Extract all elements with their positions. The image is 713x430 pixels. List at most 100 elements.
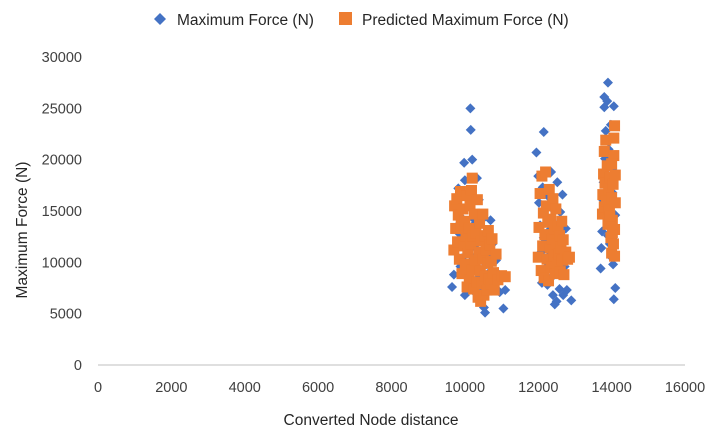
data-point-predicted-maximum-force (464, 200, 476, 212)
data-point-predicted-maximum-force (599, 177, 611, 189)
data-point-maximum-force (608, 101, 619, 112)
data-point-predicted-maximum-force (604, 210, 616, 222)
data-point-predicted-maximum-force (453, 253, 465, 265)
y-tick-label: 20000 (42, 153, 82, 169)
data-point-predicted-maximum-force (597, 189, 609, 201)
data-point-maximum-force (608, 259, 619, 270)
data-point-maximum-force (531, 147, 542, 158)
x-tick-label: 14000 (591, 380, 631, 396)
data-point-predicted-maximum-force (476, 278, 488, 290)
data-point-maximum-force (602, 77, 613, 88)
data-point-predicted-maximum-force (607, 238, 619, 250)
data-point-maximum-force (552, 177, 563, 188)
data-point-predicted-maximum-force (556, 215, 568, 227)
data-point-predicted-maximum-force (534, 188, 546, 200)
data-point-predicted-maximum-force (607, 178, 619, 190)
data-point-predicted-maximum-force (543, 183, 555, 195)
data-point-predicted-maximum-force (558, 269, 570, 281)
y-tick-labels: 0 5000 10000 15000 20000 25000 30000 (42, 50, 82, 374)
data-point-predicted-maximum-force (539, 229, 551, 241)
data-point-predicted-maximum-force (468, 208, 480, 220)
legend-label-maximum-force: Maximum Force (N) (177, 12, 314, 29)
x-tick-label: 2000 (155, 380, 187, 396)
data-point-predicted-maximum-force (482, 225, 494, 237)
x-tick-label: 12000 (518, 380, 558, 396)
y-axis-title: Maximum Force (N) (14, 162, 31, 299)
data-point-maximum-force (459, 157, 470, 168)
data-point-predicted-maximum-force (463, 222, 475, 234)
data-point-predicted-maximum-force (609, 120, 621, 132)
data-point-predicted-maximum-force (600, 134, 612, 146)
data-point-maximum-force (557, 189, 568, 200)
data-point-predicted-maximum-force (454, 185, 466, 197)
data-point-predicted-maximum-force (545, 213, 557, 225)
data-point-predicted-maximum-force (487, 267, 499, 279)
data-point-maximum-force (608, 294, 619, 305)
legend-square-marker (339, 12, 352, 25)
data-point-predicted-maximum-force (466, 172, 478, 184)
data-point-predicted-maximum-force (608, 132, 620, 144)
data-point-predicted-maximum-force (456, 268, 468, 280)
data-point-predicted-maximum-force (459, 258, 471, 270)
data-point-predicted-maximum-force (481, 284, 493, 296)
data-point-predicted-maximum-force (459, 215, 471, 227)
data-point-predicted-maximum-force (466, 264, 478, 276)
data-point-predicted-maximum-force (603, 204, 615, 216)
data-point-maximum-force (602, 96, 613, 107)
x-tick-label: 10000 (445, 380, 485, 396)
x-tick-label: 16000 (665, 380, 705, 396)
y-tick-label: 5000 (50, 307, 82, 323)
data-point-predicted-maximum-force (484, 239, 496, 251)
data-point-predicted-maximum-force (448, 244, 460, 256)
data-point-predicted-maximum-force (465, 238, 477, 250)
x-tick-label: 6000 (302, 380, 334, 396)
data-point-predicted-maximum-force (452, 209, 464, 221)
data-point-maximum-force (595, 263, 606, 274)
data-point-predicted-maximum-force (458, 240, 470, 252)
data-point-predicted-maximum-force (474, 217, 486, 229)
data-point-predicted-maximum-force (541, 253, 553, 265)
data-point-predicted-maximum-force (563, 251, 575, 263)
data-point-predicted-maximum-force (485, 278, 497, 290)
legend-label-predicted-maximum-force: Predicted Maximum Force (N) (362, 12, 569, 29)
data-point-maximum-force (610, 283, 621, 293)
data-point-maximum-force (538, 126, 549, 137)
y-tick-label: 0 (74, 358, 82, 374)
data-point-predicted-maximum-force (598, 145, 610, 157)
data-point-predicted-maximum-force (499, 271, 511, 283)
data-point-predicted-maximum-force (596, 208, 608, 220)
data-point-predicted-maximum-force (475, 295, 487, 307)
y-tick-label: 10000 (42, 255, 82, 271)
data-point-predicted-maximum-force (471, 276, 483, 288)
data-point-predicted-maximum-force (470, 227, 482, 239)
data-point-predicted-maximum-force (609, 197, 621, 209)
x-tick-label: 8000 (375, 380, 407, 396)
data-point-maximum-force (596, 242, 607, 253)
data-point-predicted-maximum-force (477, 208, 489, 220)
data-point-predicted-maximum-force (468, 283, 480, 295)
data-point-predicted-maximum-force (471, 194, 483, 206)
data-point-predicted-maximum-force (608, 150, 620, 162)
y-tick-label: 30000 (42, 50, 82, 66)
data-point-maximum-force (549, 299, 560, 310)
data-point-predicted-maximum-force (540, 166, 552, 178)
data-point-predicted-maximum-force (537, 240, 549, 252)
data-point-predicted-maximum-force (461, 281, 473, 293)
data-point-predicted-maximum-force (462, 247, 474, 259)
data-point-predicted-maximum-force (535, 265, 547, 277)
data-point-predicted-maximum-force (451, 193, 463, 205)
data-point-predicted-maximum-force (550, 203, 562, 215)
data-point-predicted-maximum-force (473, 246, 485, 258)
data-point-predicted-maximum-force (452, 236, 464, 248)
data-point-predicted-maximum-force (449, 200, 461, 212)
data-point-predicted-maximum-force (465, 184, 477, 196)
data-point-maximum-force (500, 285, 511, 296)
data-point-predicted-maximum-force (463, 274, 475, 286)
data-point-maximum-force (566, 295, 577, 306)
data-point-maximum-force (561, 285, 572, 296)
data-point-predicted-maximum-force (532, 251, 544, 263)
x-tick-label: 4000 (229, 380, 261, 396)
data-point-predicted-maximum-force (486, 233, 498, 245)
data-point-predicted-maximum-force (606, 158, 618, 170)
data-point-predicted-maximum-force (547, 193, 559, 205)
